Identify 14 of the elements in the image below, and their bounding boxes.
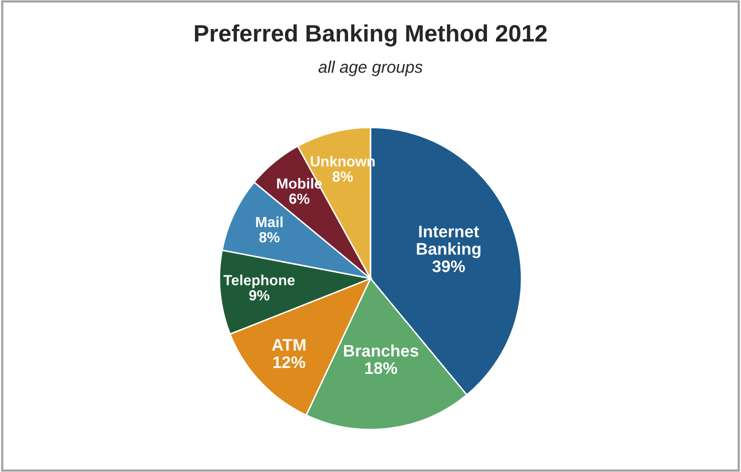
slice-label: Internet Banking (416, 226, 480, 258)
data-label: 12% (273, 356, 306, 368)
data-label: 39% (432, 260, 465, 272)
data-label: 8% (332, 171, 353, 182)
chart-title: Preferred Banking Method 2012 (194, 24, 547, 46)
slice-label: ATM (272, 339, 306, 351)
chart-subtitle: all age groups (318, 60, 423, 76)
slice-label: Mail (256, 216, 283, 228)
slice-label: Telephone (223, 274, 295, 288)
slice-label: Branches (344, 344, 418, 357)
data-label: 6% (289, 194, 310, 204)
data-label: 18% (365, 362, 398, 374)
data-label: 8% (259, 232, 280, 242)
data-label: 9% (249, 290, 270, 301)
